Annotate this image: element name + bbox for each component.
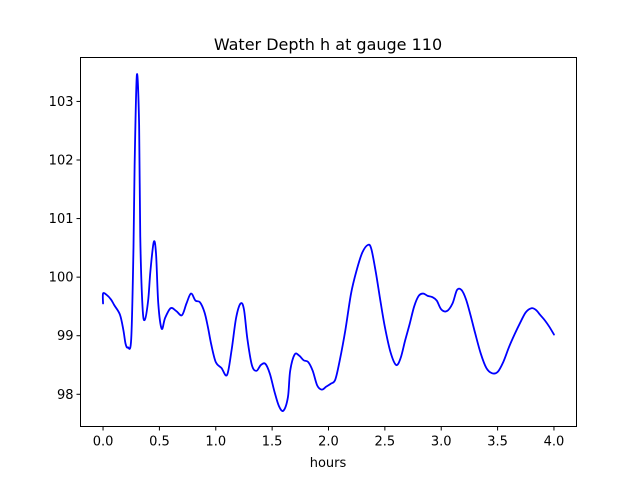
x-axis: 0.0 0.5 1.0 1.5 2.0 2.5 3.0 3.5 4.0 (93, 426, 565, 450)
y-tick-label: 98 (57, 388, 74, 403)
y-tick-label: 99 (57, 329, 74, 344)
y-tick-label: 100 (49, 271, 74, 286)
x-tick-label: 3.0 (431, 435, 452, 450)
x-tick-label: 0.0 (93, 435, 114, 450)
y-tick-label: 102 (49, 154, 74, 169)
x-tick-label: 3.5 (487, 435, 508, 450)
x-tick-label: 1.0 (205, 435, 226, 450)
plot-frame (80, 57, 577, 427)
y-tick-label: 101 (49, 212, 74, 227)
x-tick-label: 4.0 (544, 435, 565, 450)
y-tick-label: 103 (49, 95, 74, 110)
x-tick-label: 1.5 (262, 435, 283, 450)
x-axis-label: hours (310, 456, 347, 471)
y-axis: 98 99 100 101 102 103 (49, 95, 81, 403)
plot-area (101, 73, 555, 412)
x-tick-label: 2.5 (375, 435, 396, 450)
chart-title: Water Depth h at gauge 110 (214, 35, 442, 54)
x-tick-label: 0.5 (149, 435, 170, 450)
series-line (101, 73, 555, 412)
x-tick-label: 2.0 (318, 435, 339, 450)
